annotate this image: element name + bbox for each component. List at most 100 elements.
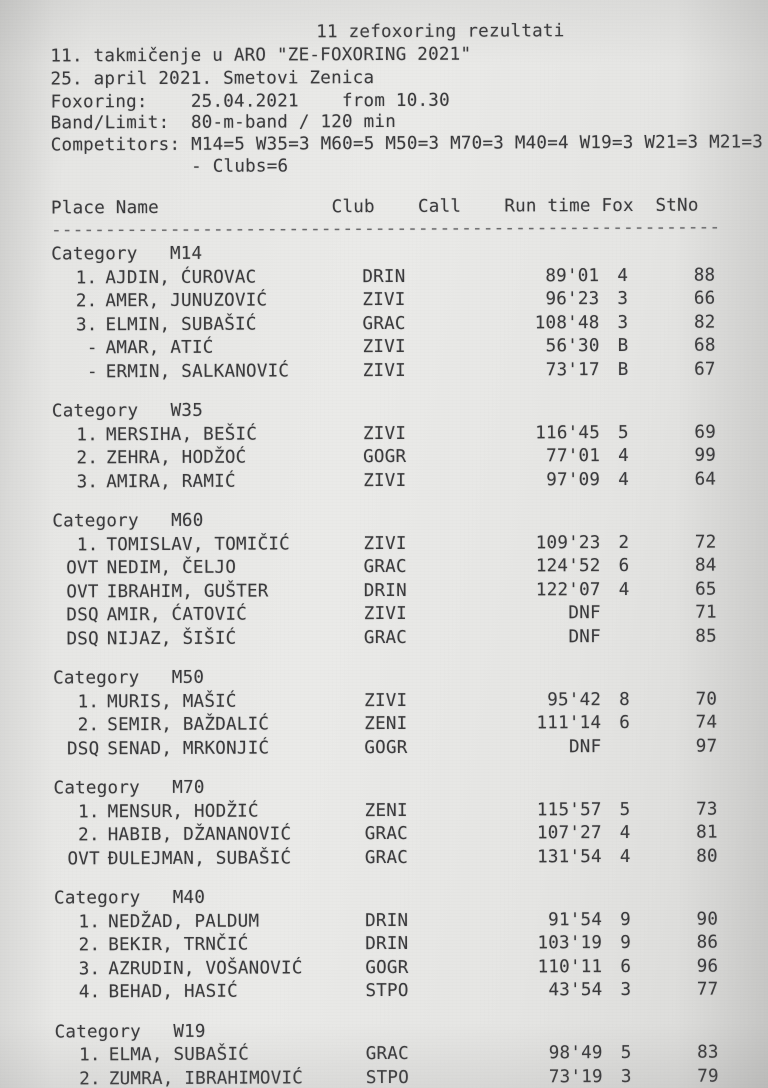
cell-name: MERSIHA, BEŠIĆ <box>105 424 258 445</box>
cell-place: 1. <box>79 1045 101 1066</box>
cell-fox: 3 <box>620 1066 632 1087</box>
header-club: Club <box>331 197 375 218</box>
cell-stno: 73 <box>695 799 718 820</box>
category-value: M40 <box>172 887 206 908</box>
cell-run-time: 96'23 <box>545 289 600 310</box>
cell-stno: 84 <box>694 555 717 576</box>
page-title: 11 zefoxoring rezultati <box>316 21 565 43</box>
cell-stno: 86 <box>696 932 719 953</box>
cell-name: SENAD, MRKONJIĆ <box>107 738 270 759</box>
cell-place: 2. <box>77 715 100 736</box>
header-call: Call <box>417 196 462 217</box>
cell-name: AJDIN, ĆUROVAC <box>105 267 257 288</box>
cell-name: MENSUR, HODŽIĆ <box>107 801 259 822</box>
category-label: Category <box>53 777 173 799</box>
cell-club: GOGR <box>363 446 407 468</box>
category-value: M60 <box>171 510 204 531</box>
cell-name: AMIRA, RAMIĆ <box>106 471 236 492</box>
cell-club: ZIVI <box>362 336 406 358</box>
cell-name: NIJAZ, ŠIŠIĆ <box>106 628 237 649</box>
cell-club: ZIVI <box>362 360 406 381</box>
cell-run-time: 111'14 <box>536 713 602 734</box>
cell-run-time: 110'11 <box>537 956 603 977</box>
cell-place: DSQ <box>66 738 100 759</box>
cell-fox: 4 <box>618 579 630 600</box>
cell-club: ZENI <box>364 713 408 735</box>
cell-fox: 6 <box>619 712 631 733</box>
cell-run-time: 77'01 <box>546 446 601 467</box>
cell-stno: 99 <box>694 445 717 466</box>
cell-place: 3. <box>76 471 99 492</box>
cell-run-time: 107'27 <box>536 823 602 844</box>
cell-name: BEKIR, TRNČIĆ <box>108 934 249 956</box>
cell-run-time: 97'09 <box>546 469 601 490</box>
cell-fox: 9 <box>620 909 631 930</box>
cell-stno: 64 <box>694 469 717 490</box>
meta-clubs-value: - Clubs=6 <box>191 156 289 177</box>
cell-run-time: 115'57 <box>536 799 602 820</box>
cell-place: 1. <box>78 801 100 822</box>
cell-club: ZIVI <box>363 603 407 625</box>
cell-stno: 90 <box>696 909 719 930</box>
cell-club: GRAC <box>365 1043 409 1065</box>
cell-place: OVT <box>66 558 99 579</box>
cell-stno: 68 <box>693 335 716 356</box>
cell-stno: 77 <box>696 979 719 1000</box>
cell-name: SEMIR, BAŽDALIĆ <box>107 714 270 736</box>
cell-name: ELMA, SUBAŠIĆ <box>108 1044 250 1066</box>
category-heading-w19: Category W19 <box>55 1021 206 1042</box>
cell-club: STPO <box>365 980 409 1002</box>
cell-fox: 3 <box>620 979 632 1000</box>
cell-club: STPO <box>365 1067 410 1088</box>
meta-foxoring: Foxoring: 25.04.2021 from 10.30 <box>51 91 450 113</box>
cell-club: ZENI <box>364 800 408 821</box>
cell-stno: 71 <box>695 602 717 623</box>
cell-place: 3. <box>75 314 98 335</box>
cell-fox: 5 <box>620 1042 632 1063</box>
cell-run-time: 89'01 <box>545 265 600 286</box>
category-heading-m40: Category M40 <box>54 888 205 909</box>
cell-club: ZIVI <box>363 533 407 554</box>
category-value: M14 <box>169 243 203 264</box>
cell-run-time: 103'19 <box>537 933 603 954</box>
cell-club: DRIN <box>362 266 406 287</box>
cell-club: DRIN <box>365 910 409 931</box>
cell-club: GOGR <box>364 737 408 758</box>
cell-stno: 69 <box>694 422 717 443</box>
cell-fox: 5 <box>619 799 631 820</box>
category-heading-m70: Category M70 <box>53 778 204 799</box>
meta-competitors-label: Competitors: <box>50 134 181 156</box>
cell-club: GRAC <box>364 847 409 868</box>
cell-place: 1. <box>76 424 99 445</box>
cell-run-time: DNF <box>568 626 601 647</box>
cell-club: ZIVI <box>362 289 406 311</box>
cell-fox: 4 <box>618 469 630 490</box>
cell-place: 2. <box>78 935 101 956</box>
category-value: W35 <box>170 400 204 421</box>
cell-stno: 70 <box>695 689 718 710</box>
cell-name: AZRUDIN, VOŠANOVIĆ <box>108 957 303 979</box>
cell-place: 2. <box>78 825 100 846</box>
cell-fox: 8 <box>619 689 630 710</box>
competition-date-place: 25. april 2021. Smetovi Zenica <box>50 68 375 90</box>
category-value: W19 <box>173 1021 206 1042</box>
cell-stno: 96 <box>696 956 719 977</box>
category-label: Category <box>53 887 173 909</box>
header-stno: StNo <box>655 195 699 216</box>
cell-fox: 5 <box>617 422 629 443</box>
cell-stno: 65 <box>695 579 717 600</box>
cell-place: 4. <box>78 982 101 1003</box>
cell-name: AMER, JUNUZOVIĆ <box>105 290 268 312</box>
cell-run-time: 95'42 <box>547 689 602 710</box>
cell-fox: 4 <box>619 846 631 867</box>
cell-place: - <box>86 338 98 359</box>
cell-run-time: DNF <box>568 736 602 757</box>
cell-place: DSQ <box>66 628 99 649</box>
cell-run-time: 56'30 <box>545 336 600 357</box>
cell-stno: 67 <box>694 359 716 380</box>
cell-fox: 6 <box>620 956 632 977</box>
cell-place: DSQ <box>66 605 99 626</box>
cell-club: DRIN <box>365 933 409 955</box>
cell-place: OVT <box>66 581 99 602</box>
